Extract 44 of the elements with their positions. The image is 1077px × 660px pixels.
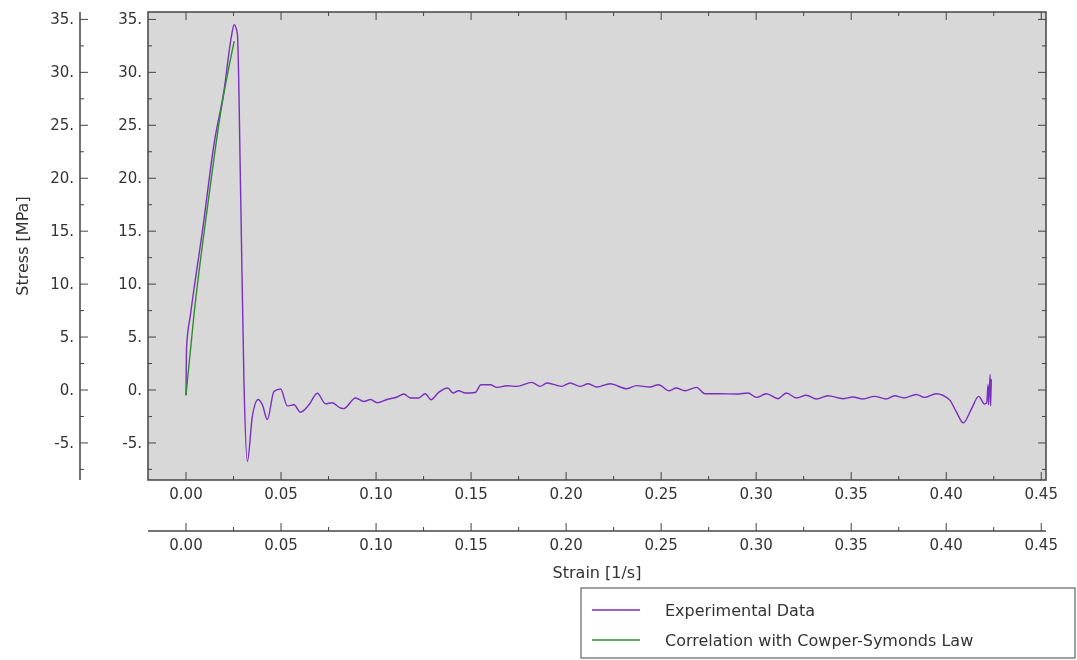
y2-tick-label: 0. xyxy=(127,381,142,399)
y2-tick-label: 30. xyxy=(118,63,142,82)
y-tick-label: 0. xyxy=(59,381,74,399)
x-tick-label: 0.15 xyxy=(454,485,488,503)
y-tick-label: 35. xyxy=(50,10,74,29)
y-tick-label: 5. xyxy=(59,328,74,347)
x-tick-label: 0.35 xyxy=(834,485,868,503)
x2-tick-label: 0.05 xyxy=(264,536,298,554)
x-tick-label: 0.40 xyxy=(929,485,963,503)
y2-tick-label: 15. xyxy=(118,222,142,241)
y-tick-label: 15. xyxy=(50,222,74,241)
x-tick-label: 0.10 xyxy=(359,485,393,503)
line-series xyxy=(185,24,992,463)
y-tick-label: -5. xyxy=(54,433,74,452)
y2-tick-label: -5. xyxy=(122,433,142,452)
x2-tick-label: 0.10 xyxy=(359,536,393,554)
x2-tick-label: 0.35 xyxy=(834,536,868,554)
x-tick-label: 0.45 xyxy=(1024,485,1058,503)
x2-tick-label: 0.20 xyxy=(549,536,583,554)
y-tick-label: 10. xyxy=(50,275,74,294)
y-tick-label: 20. xyxy=(50,169,74,188)
x2-tick-label: 0.00 xyxy=(169,536,203,554)
y-tick-label: 25. xyxy=(50,116,74,135)
y-tick-label: 30. xyxy=(50,63,74,82)
x-tick-label: 0.05 xyxy=(264,485,298,503)
legend-label: Correlation with Cowper-Symonds Law xyxy=(665,631,974,650)
y2-tick-label: 20. xyxy=(118,169,142,188)
line-series xyxy=(185,40,235,396)
x2-tick-label: 0.40 xyxy=(929,536,963,554)
x2-tick-label: 0.15 xyxy=(454,536,488,554)
x2-tick-label: 0.45 xyxy=(1024,536,1058,554)
legend-label: Experimental Data xyxy=(665,601,815,620)
y2-tick-label: 10. xyxy=(118,275,142,294)
y2-tick-label: 5. xyxy=(127,328,142,347)
x2-tick-label: 0.30 xyxy=(739,536,773,554)
x-axis-title: Strain [1/s] xyxy=(552,563,642,582)
x-tick-label: 0.25 xyxy=(644,485,678,503)
x-tick-label: 0.00 xyxy=(169,485,203,503)
x2-tick-label: 0.25 xyxy=(644,536,678,554)
y2-tick-label: 25. xyxy=(118,116,142,135)
x-tick-label: 0.30 xyxy=(739,485,773,503)
y2-tick-label: 35. xyxy=(118,10,142,29)
y-axis-title: Stress [MPa] xyxy=(13,196,32,296)
x-tick-label: 0.20 xyxy=(549,485,583,503)
